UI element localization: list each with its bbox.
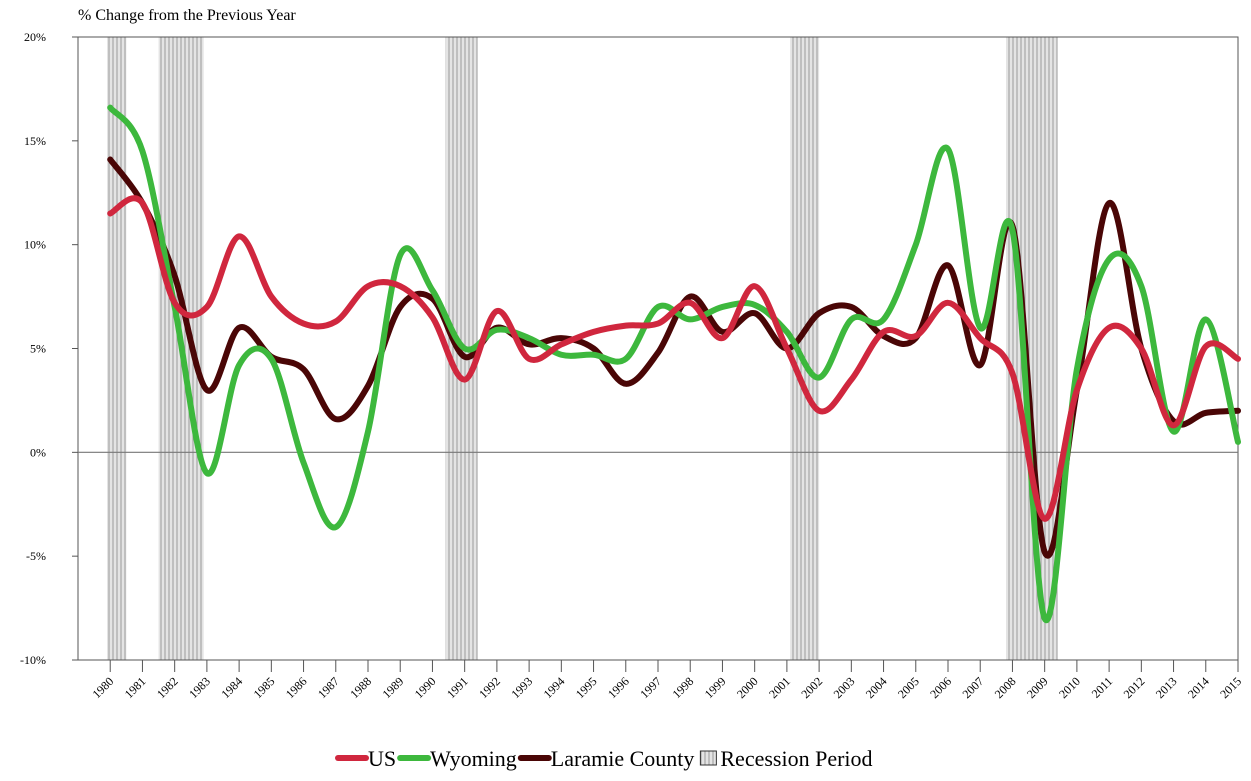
x-tick-label: 2003 (831, 674, 858, 701)
x-tick-label: 2007 (959, 674, 986, 701)
x-tick-label: 1986 (283, 674, 310, 701)
x-tick-label: 1988 (347, 674, 374, 701)
x-tick-label: 2009 (1024, 674, 1051, 701)
x-tick-label: 1996 (605, 674, 632, 701)
recession-band (1006, 37, 1058, 660)
y-tick-label: 0% (30, 445, 46, 459)
x-tick-label: 1983 (186, 674, 213, 701)
x-tick-label: 1989 (379, 674, 406, 701)
x-tick-label: 2002 (798, 674, 825, 701)
x-tick-label: 1997 (637, 674, 664, 701)
recession-band (107, 37, 127, 660)
y-tick-label: 15% (24, 134, 46, 148)
legend: US Wyoming Laramie County Recession Period (335, 746, 873, 771)
x-tick-label: 1994 (541, 674, 568, 701)
y-tick-label: 5% (30, 342, 46, 356)
legend-label: Laramie County (551, 746, 695, 771)
y-tick-label: 20% (24, 30, 46, 44)
series-line (107, 156, 1241, 559)
x-tick-label: 1991 (444, 674, 471, 701)
series-line (107, 195, 1241, 522)
y-tick-label: 10% (24, 238, 46, 252)
x-tick-label: 1985 (251, 674, 278, 701)
y-tick-label: -10% (20, 653, 46, 667)
x-tick-label: 2015 (1217, 674, 1244, 701)
x-tick-label: 1999 (702, 674, 729, 701)
x-tick-label: 1984 (218, 674, 245, 701)
x-tick-label: 1993 (508, 674, 535, 701)
x-tick-label: 1982 (154, 674, 181, 701)
x-tick-label: 2010 (1056, 674, 1083, 701)
x-tick-label: 2008 (992, 674, 1019, 701)
x-tick-label: 2005 (895, 674, 922, 701)
y-axis-label: % Change from the Previous Year (78, 7, 296, 24)
x-tick-label: 2006 (927, 674, 954, 701)
x-tick-label: 2014 (1185, 674, 1212, 701)
x-tick-label: 2011 (1089, 674, 1116, 701)
x-tick-label: 1980 (89, 674, 116, 701)
x-tick-label: 2001 (766, 674, 793, 701)
legend-label: US (368, 746, 396, 771)
x-tick-label: 2000 (734, 674, 761, 701)
x-tick-label: 1995 (573, 674, 600, 701)
x-tick-label: 1990 (412, 674, 439, 701)
legend-label: Recession Period (720, 746, 872, 771)
y-tick-label: -5% (26, 549, 46, 563)
legend-swatch (699, 750, 717, 766)
x-tick-label: 2004 (863, 674, 890, 701)
x-tick-label: 1992 (476, 674, 503, 701)
x-tick-label: 2013 (1153, 674, 1180, 701)
x-tick-label: 2012 (1121, 674, 1148, 701)
x-tick-label: 1981 (122, 674, 149, 701)
x-tick-label: 1998 (669, 674, 696, 701)
legend-label: Wyoming (430, 746, 517, 771)
x-tick-label: 1987 (315, 674, 342, 701)
series-line (107, 104, 1241, 624)
